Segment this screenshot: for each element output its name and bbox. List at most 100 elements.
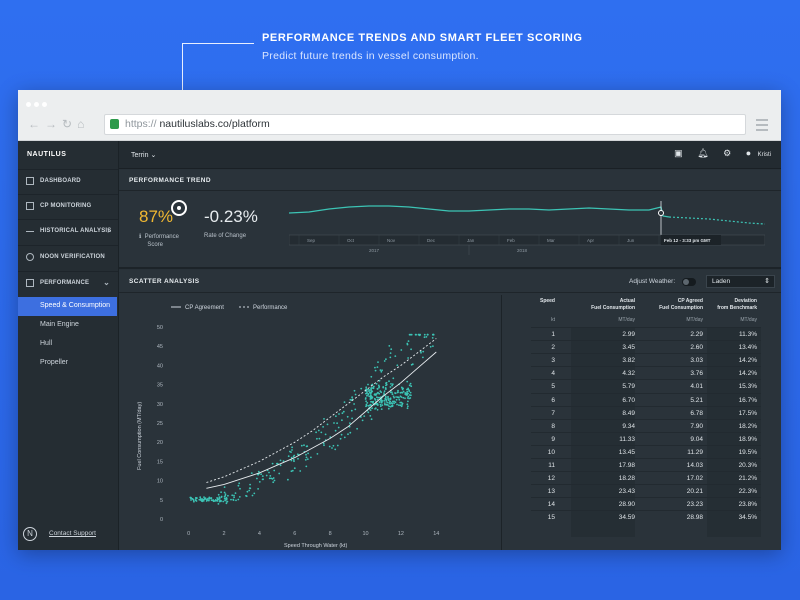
scatter-point	[336, 422, 338, 425]
home-icon[interactable]: ⌂	[77, 117, 90, 131]
scatter-point	[366, 391, 368, 393]
scatter-point	[354, 408, 357, 411]
gear-icon[interactable]: ⚙	[723, 148, 732, 158]
top-bar: Terrin ⌄ ▣ 🔔︎ ⚙ ● Kristi	[119, 141, 781, 169]
table-row: 7 8.49 6.78 17.5%	[531, 405, 761, 420]
scatter-point	[373, 393, 376, 396]
back-icon[interactable]: ←	[28, 117, 45, 131]
adjust-weather-toggle[interactable]	[682, 278, 696, 286]
window-controls[interactable]	[26, 94, 50, 112]
table-cell: 14.2%	[738, 357, 757, 365]
scatter-point	[402, 396, 405, 399]
user-avatar-icon[interactable]: ●	[745, 148, 752, 158]
terrain-dropdown[interactable]: Terrin ⌄	[131, 151, 156, 159]
scatter-point	[408, 333, 411, 336]
hero-title: PERFORMANCE TRENDS AND SMART FLEET SCORI…	[262, 32, 583, 44]
table-cell: 34.59	[618, 514, 635, 522]
scatter-point	[256, 477, 258, 480]
scatter-point	[385, 384, 387, 387]
scatter-point	[245, 494, 247, 497]
scatter-point	[233, 494, 235, 497]
scatter-point	[322, 442, 325, 445]
scatter-point	[268, 471, 270, 474]
chat-icon[interactable]: ▣	[674, 148, 683, 158]
address-bar[interactable]: https:// nautiluslabs.co/platform	[104, 114, 746, 135]
scatter-point	[374, 408, 376, 410]
scatter-point	[265, 474, 268, 477]
table-cell: 18.2%	[738, 422, 757, 430]
chevron-down-icon: ⌄	[150, 152, 157, 159]
scatter-point	[366, 394, 368, 397]
table-cell: 19.5%	[738, 448, 757, 456]
scatter-point	[341, 419, 343, 422]
browser-menu-icon[interactable]	[756, 119, 768, 134]
table-row: 15 34.59 28.98 34.5%	[531, 510, 761, 524]
trend-month-label: Mar	[547, 238, 555, 243]
subnav-propeller[interactable]: Propeller	[18, 354, 117, 373]
scatter-point	[349, 422, 351, 424]
browser-chrome: ←→↻⌂ https:// nautiluslabs.co/platform	[18, 90, 781, 141]
scatter-point	[394, 392, 396, 394]
table-cell: 22.3%	[738, 488, 757, 496]
scatter-point	[334, 429, 337, 432]
bell-icon[interactable]: 🔔︎	[697, 148, 709, 158]
table-cell: 4	[551, 370, 555, 378]
chevron-down-icon: ⌄	[103, 278, 110, 287]
scatter-point	[379, 403, 382, 406]
table-cell: 9.04	[690, 435, 703, 443]
subnav-speed-consumption[interactable]: Speed & Consumption	[18, 297, 117, 316]
reload-icon[interactable]: ↻	[62, 117, 78, 131]
scatter-point	[381, 404, 384, 406]
table-unit: MT/day	[740, 317, 757, 323]
scatter-point	[429, 345, 432, 348]
sidebar-item-dashboard[interactable]: DASHBOARD	[18, 169, 118, 194]
sidebar-item-label: DASHBOARD	[40, 178, 81, 184]
scatter-point	[406, 407, 409, 410]
load-condition-select[interactable]: Laden ⇕	[706, 275, 775, 288]
score-marker-icon[interactable]	[171, 200, 187, 216]
scatter-point	[290, 470, 293, 473]
table-cell: 7	[551, 409, 555, 417]
scatter-chart[interactable]: CP Agreement Performance 051015202530354…	[119, 295, 501, 550]
x-axis-label: Speed Through Water (kt)	[284, 543, 347, 549]
contact-support-link[interactable]: Contact Support	[49, 530, 96, 537]
scatter-point	[407, 405, 409, 408]
forward-icon[interactable]: →	[45, 117, 62, 131]
scatter-point	[395, 398, 398, 401]
chart-legend: CP Agreement Performance	[171, 305, 288, 311]
scatter-point	[340, 433, 343, 436]
sidebar-item-noon-verification[interactable]: NOON VERIFICATION	[18, 245, 118, 270]
scatter-point	[400, 349, 403, 351]
scatter-point	[406, 394, 408, 396]
scatter-point	[220, 500, 222, 502]
x-tick-label: 2	[223, 531, 226, 537]
sidebar-item-cp-monitoring[interactable]: CP MONITORING	[18, 194, 118, 219]
subnav-main-engine[interactable]: Main Engine	[18, 316, 117, 335]
sidebar: NAUTILUS DASHBOARD CP MONITORING HISTORI…	[18, 141, 119, 550]
scatter-point	[389, 405, 392, 408]
scatter-point	[377, 396, 380, 399]
scatter-point	[387, 407, 390, 410]
scatter-point	[349, 431, 352, 434]
table-cell: 2.99	[622, 331, 635, 338]
scatter-point	[371, 390, 374, 393]
trend-cursor-label: Feb 12 - 3:33 pm GMT	[664, 238, 711, 243]
contact-support[interactable]: N Contact Support	[23, 527, 113, 545]
scatter-point	[364, 397, 367, 399]
browser-nav-buttons[interactable]: ←→↻⌂	[28, 117, 89, 131]
sidebar-item-historical-analysis[interactable]: HISTORICAL ANALYSIS ›	[18, 219, 118, 244]
table-row: 13 23.43 20.21 22.3%	[531, 484, 761, 498]
table-cell: 13.45	[618, 448, 635, 456]
table-cell: 2	[551, 344, 555, 352]
trend-line-chart[interactable]: SepOctNovDecJanFebMarAprJunAprAug 2017 2…	[289, 195, 765, 263]
brand-logo: NAUTILUS	[27, 151, 67, 158]
scatter-point	[270, 477, 273, 480]
trend-cursor-dot	[658, 210, 664, 216]
scatter-point	[230, 498, 232, 501]
user-name[interactable]: Kristi	[757, 152, 771, 158]
scatter-point	[374, 398, 377, 401]
scatter-point	[431, 337, 434, 339]
scatter-point	[363, 415, 366, 417]
subnav-hull[interactable]: Hull	[18, 335, 117, 354]
sidebar-item-performance[interactable]: PERFORMANCE ⌄	[18, 271, 118, 296]
